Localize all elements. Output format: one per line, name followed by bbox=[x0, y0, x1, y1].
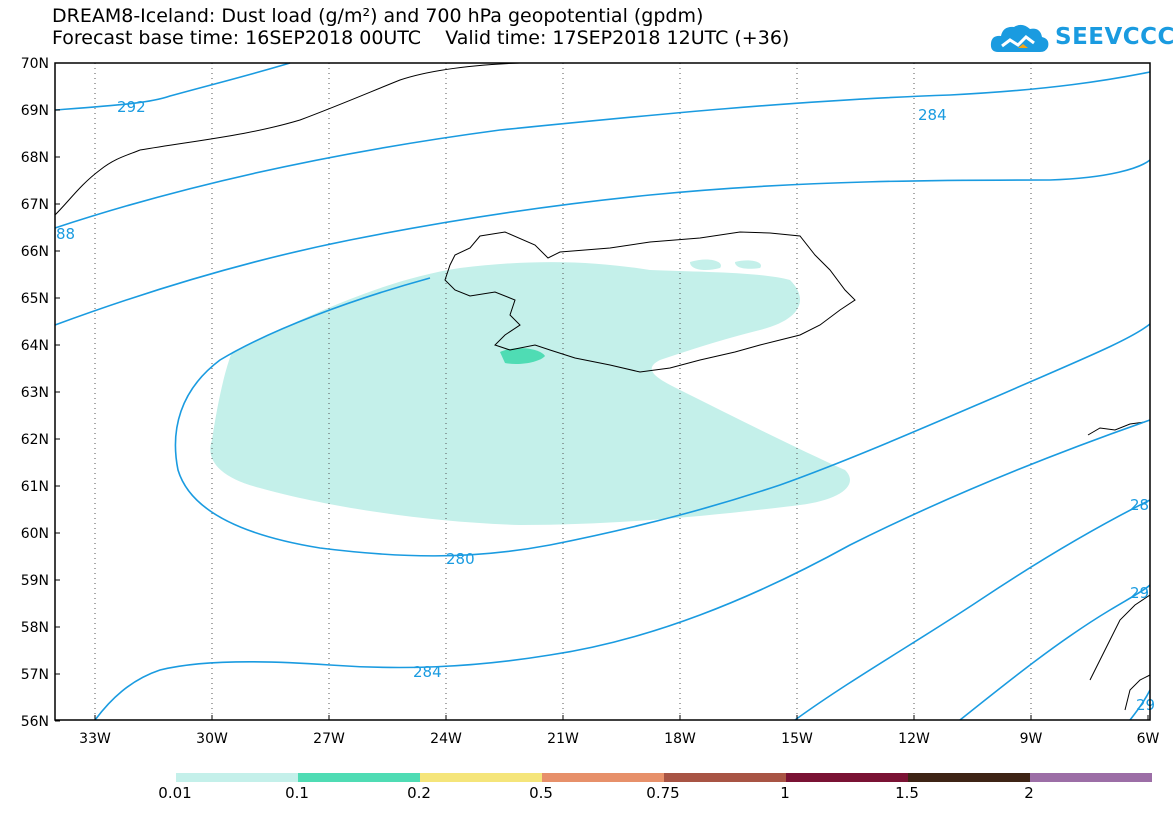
axis-ticks bbox=[55, 62, 1149, 722]
contour-label: 292 bbox=[117, 98, 146, 116]
lat-label: 63N bbox=[21, 385, 49, 401]
colorbar-label: 0.01 bbox=[158, 784, 192, 802]
colorbar-label: 0.5 bbox=[529, 784, 553, 802]
map-title-line2: Forecast base time: 16SEP2018 00UTC Vali… bbox=[52, 27, 790, 49]
dust-load-shading bbox=[210, 259, 850, 525]
colorbar-label: 0.1 bbox=[285, 784, 309, 802]
lat-label: 65N bbox=[21, 291, 49, 307]
cloud-icon bbox=[990, 24, 1049, 52]
lat-label: 67N bbox=[21, 197, 49, 213]
colorbar-label: 1.5 bbox=[895, 784, 919, 802]
lon-label: 6W bbox=[1137, 731, 1160, 747]
logo-text: SEEVCCC bbox=[1055, 24, 1175, 50]
lat-label: 62N bbox=[21, 432, 49, 448]
colorbar-swatch bbox=[542, 773, 664, 782]
contour-label: 29 bbox=[1130, 584, 1149, 602]
map-title-line1: DREAM8-Iceland: Dust load (g/m²) and 700… bbox=[52, 5, 704, 27]
lat-labels: 70N 69N 68N 67N 66N 65N 64N 63N 62N 61N … bbox=[21, 56, 49, 730]
lat-label: 57N bbox=[21, 667, 49, 683]
coastlines bbox=[54, 62, 1151, 711]
lat-label: 64N bbox=[21, 338, 49, 354]
lat-label: 58N bbox=[21, 620, 49, 636]
geopotential-contours bbox=[54, 62, 1151, 721]
colorbar-swatch bbox=[176, 773, 298, 782]
lat-label: 61N bbox=[21, 479, 49, 495]
lat-label: 56N bbox=[21, 714, 49, 730]
lon-label: 24W bbox=[430, 731, 462, 747]
lon-label: 18W bbox=[664, 731, 696, 747]
lon-label: 27W bbox=[313, 731, 345, 747]
colorbar-swatch bbox=[1030, 773, 1152, 782]
contour-label: 284 bbox=[918, 106, 947, 124]
contour-label: 28 bbox=[1130, 496, 1149, 514]
colorbar-swatch bbox=[420, 773, 542, 782]
colorbar-swatch bbox=[664, 773, 786, 782]
colorbar-label: 2 bbox=[1024, 784, 1034, 802]
colorbar bbox=[176, 773, 1152, 782]
colorbar-label: 1 bbox=[780, 784, 790, 802]
lon-label: 33W bbox=[79, 731, 111, 747]
lon-label: 21W bbox=[547, 731, 579, 747]
colorbar-swatch bbox=[298, 773, 420, 782]
lon-label: 15W bbox=[781, 731, 813, 747]
contour-label: 280 bbox=[446, 550, 475, 568]
lat-label: 69N bbox=[21, 103, 49, 119]
lon-label: 12W bbox=[898, 731, 930, 747]
contour-label: 88 bbox=[56, 225, 75, 243]
lon-label: 30W bbox=[196, 731, 228, 747]
lon-labels: 33W 30W 27W 24W 21W 18W 15W 12W 9W 6W bbox=[79, 731, 1159, 747]
lat-label: 59N bbox=[21, 573, 49, 589]
lon-label: 9W bbox=[1020, 731, 1043, 747]
contour-label: 29 bbox=[1136, 696, 1155, 714]
colorbar-swatch bbox=[786, 773, 908, 782]
lat-label: 68N bbox=[21, 150, 49, 166]
colorbar-swatch bbox=[908, 773, 1030, 782]
colorbar-label: 0.75 bbox=[646, 784, 680, 802]
lat-label: 66N bbox=[21, 244, 49, 260]
lat-label: 70N bbox=[21, 56, 49, 72]
lat-label: 60N bbox=[21, 526, 49, 542]
colorbar-label: 0.2 bbox=[407, 784, 431, 802]
contour-label: 284 bbox=[413, 663, 442, 681]
